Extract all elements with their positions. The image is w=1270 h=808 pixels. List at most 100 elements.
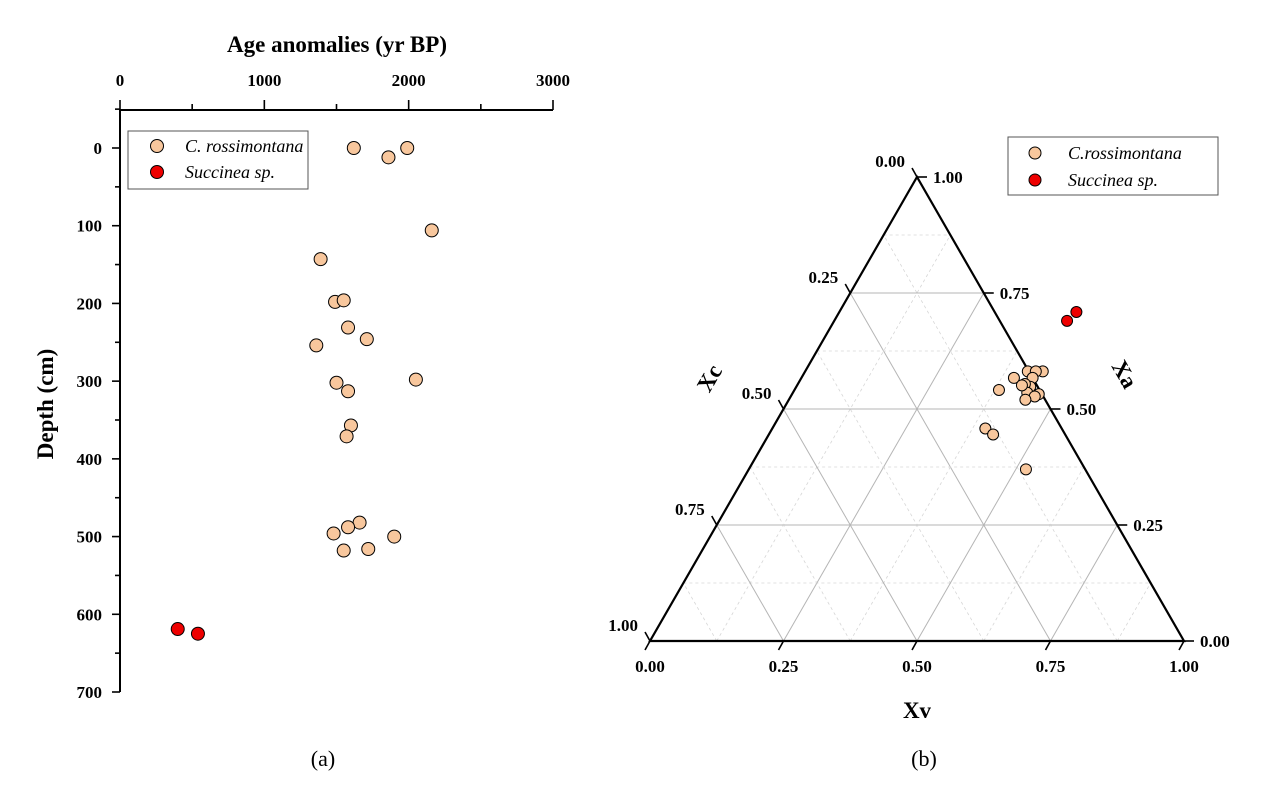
data-points [170, 141, 439, 641]
xa-axis-title: Xa [1107, 356, 1143, 393]
xv-tick-label: 0.75 [1036, 657, 1066, 676]
x-tick-label: 2000 [392, 71, 426, 90]
grid-line-xc [716, 524, 784, 642]
xc-tick [644, 631, 651, 642]
xa-tick-label: 1.00 [933, 168, 963, 187]
point-crossimontana [341, 520, 356, 535]
point-crossimontana [313, 252, 328, 267]
point-crossimontana [987, 428, 1000, 441]
grid-line-xv [1116, 582, 1151, 642]
point-crossimontana [1015, 379, 1028, 392]
point-crossimontana [341, 384, 356, 399]
xc-tick-label: 1.00 [608, 616, 638, 635]
xc-tick-label: 0.50 [742, 384, 772, 403]
x-tick-label: 3000 [536, 71, 570, 90]
point-crossimontana [408, 372, 423, 387]
grid-line-xc [783, 408, 918, 642]
point-succinea [1061, 314, 1074, 327]
xa-tick-label: 0.50 [1067, 400, 1097, 419]
xc-tick [777, 399, 785, 410]
panel-label-a: (a) [311, 746, 335, 771]
xa-tick-label: 0.75 [1000, 284, 1030, 303]
grid-line-xv [983, 466, 1085, 642]
y-tick-label: 400 [77, 450, 103, 469]
xc-tick [911, 167, 918, 178]
point-crossimontana [336, 543, 351, 558]
x-tick-label: 0 [116, 71, 125, 90]
ternary-ticks: 0.00 0.00 0.00 0.25 0.25 0.25 0.50 0.50 0.50 0.75… [608, 152, 1230, 676]
point-crossimontana [359, 332, 374, 347]
point-crossimontana [336, 293, 351, 308]
legend-marker-succinea [1028, 173, 1042, 187]
y-tick-label: 200 [77, 294, 103, 313]
xv-axis-title: Xv [903, 698, 932, 723]
ternary-diagram: 0.00 0.00 0.00 0.25 0.25 0.25 0.50 0.50 0.50 0.75… [608, 136, 1230, 771]
x-tick-label: 1000 [247, 71, 281, 90]
point-crossimontana [1007, 371, 1020, 384]
legend-label-succinea: Succinea sp. [1068, 170, 1158, 190]
point-crossimontana [329, 375, 344, 390]
point-crossimontana [381, 150, 396, 165]
legend-box [1007, 136, 1219, 196]
y-axis-ticks: 0 100 200 300 400 500 600 700 [77, 108, 120, 702]
legend: C. rossimontana Succinea sp. [127, 130, 309, 190]
point-crossimontana [400, 141, 415, 155]
point-succinea [1070, 306, 1083, 319]
point-crossimontana [387, 529, 402, 544]
xc-tick-label: 0.25 [809, 268, 839, 287]
y-tick-label: 700 [77, 683, 103, 702]
y-axis-title: Depth (cm) [33, 349, 58, 460]
xv-tick-label: 0.00 [635, 657, 665, 676]
panel-label-b: (b) [911, 746, 937, 771]
grid-line-xc [749, 466, 851, 642]
point-crossimontana [424, 223, 439, 238]
point-crossimontana [1019, 463, 1032, 476]
y-tick-label: 500 [77, 528, 103, 547]
xv-tick [644, 640, 651, 651]
grid-line-xv [916, 408, 1051, 642]
legend: C.rossimontana Succinea sp. [1007, 136, 1219, 196]
point-crossimontana [309, 338, 324, 353]
y-tick-label: 600 [77, 605, 103, 624]
point-crossimontana [326, 526, 341, 541]
xc-tick [844, 283, 851, 294]
xv-tick [911, 640, 918, 651]
point-crossimontana [339, 429, 354, 444]
point-crossimontana [1019, 393, 1032, 406]
xv-tick [777, 640, 785, 651]
point-crossimontana [361, 542, 376, 557]
point-crossimontana [341, 320, 356, 335]
xv-tick [1178, 640, 1185, 651]
xv-tick-label: 0.25 [769, 657, 799, 676]
xv-tick [1044, 640, 1052, 651]
depth-age-scatter-chart: Age anomalies (yr BP) Depth (cm) 0 1000 20… [33, 32, 570, 771]
grid-line-xv [849, 350, 1018, 642]
xa-tick-label: 0.00 [1200, 632, 1230, 651]
x-axis-title: Age anomalies (yr BP) [227, 32, 447, 57]
xv-tick-label: 0.50 [902, 657, 932, 676]
y-tick-label: 100 [77, 217, 103, 236]
xc-tick [711, 515, 718, 526]
point-succinea [170, 622, 185, 637]
legend-box [127, 130, 309, 190]
y-tick-label: 0 [94, 139, 103, 158]
point-succinea [190, 626, 205, 641]
point-crossimontana [992, 383, 1005, 396]
grid-line-xc [883, 234, 1118, 642]
xv-tick-label: 1.00 [1169, 657, 1199, 676]
ternary-grid [683, 234, 1151, 642]
xc-tick-label: 0.75 [675, 500, 705, 519]
legend-marker-crossimontana [150, 139, 164, 153]
grid-line-xc [683, 582, 718, 642]
legend-marker-succinea [150, 165, 164, 179]
legend-marker-crossimontana [1028, 146, 1042, 160]
legend-label-crossimontana: C. rossimontana [185, 136, 303, 156]
ternary-data-points [979, 306, 1083, 476]
xc-axis-title: Xc [692, 360, 727, 396]
legend-label-crossimontana: C.rossimontana [1068, 143, 1182, 163]
xa-tick-label: 0.25 [1133, 516, 1163, 535]
y-tick-label: 300 [77, 372, 103, 391]
grid-line-xv [716, 234, 951, 642]
x-axis-ticks: 0 1000 2000 3000 [116, 71, 570, 110]
